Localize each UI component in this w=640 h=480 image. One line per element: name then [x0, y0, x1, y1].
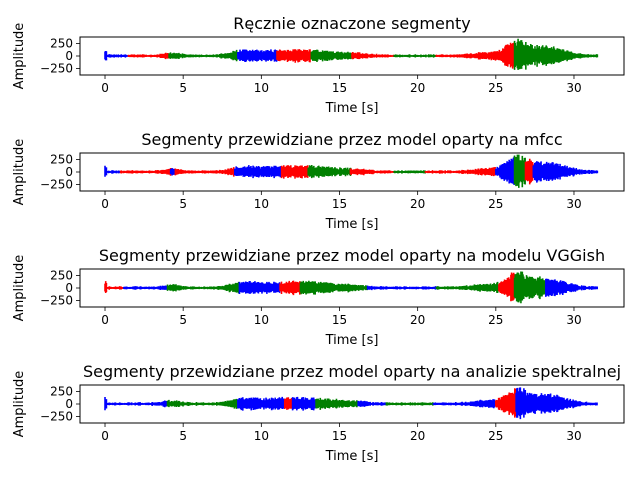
x-tick-label-0: 0 [101, 313, 109, 327]
segment-red-9 [496, 388, 516, 417]
x-tick-label-0: 0 [101, 197, 109, 211]
x-tick-label-0: 0 [101, 81, 109, 95]
x-tick-label-1: 5 [179, 429, 187, 443]
chart-title: Segmenty przewidziane przez model oparty… [99, 246, 605, 265]
y-tick-label-2: 250 [50, 37, 73, 51]
x-tick-label-2: 10 [254, 429, 269, 443]
waveform [105, 387, 597, 419]
chart-title: Segmenty przewidziane przez model oparty… [141, 130, 562, 149]
x-tick-label-4: 20 [410, 197, 425, 211]
y-axis-label: Amplitude [12, 23, 27, 90]
x-tick-label-1: 5 [179, 313, 187, 327]
segment-blue-10 [516, 387, 597, 419]
segment-blue-10 [496, 157, 514, 185]
tick-marks: 0 5 10 15 20 25 30−2500250 [40, 269, 582, 328]
x-tick-label-4: 20 [410, 81, 425, 95]
waveform [105, 272, 597, 304]
waveform [105, 155, 597, 188]
x-tick-label-5: 25 [488, 313, 503, 327]
x-tick-label-2: 10 [254, 197, 269, 211]
tick-marks: 0 5 10 15 20 25 30−2500250 [40, 37, 582, 96]
x-tick-label-5: 25 [488, 429, 503, 443]
subplot-4: 0 5 10 15 20 25 30−2500250 Segmenty przewidzia… [12, 362, 624, 464]
y-tick-label-0: −250 [40, 294, 73, 308]
x-tick-label-6: 30 [566, 313, 581, 327]
x-tick-label-3: 15 [332, 197, 347, 211]
y-axis-label: Amplitude [12, 371, 27, 438]
segment-red-0 [105, 281, 123, 293]
y-tick-label-0: −250 [40, 410, 73, 424]
tick-marks: 0 5 10 15 20 25 30−2500250 [40, 153, 582, 212]
y-tick-label-1: 0 [65, 165, 73, 179]
tick-marks: 0 5 10 15 20 25 30−2500250 [40, 385, 582, 444]
x-tick-label-4: 20 [410, 313, 425, 327]
x-tick-label-5: 25 [488, 81, 503, 95]
subplot-1: 0 5 10 15 20 25 30−2500250 Ręcznie oznaczone s… [12, 14, 624, 116]
y-tick-label-2: 250 [50, 269, 73, 283]
x-tick-label-2: 10 [254, 313, 269, 327]
x-tick-label-2: 10 [254, 81, 269, 95]
y-axis-label: Amplitude [12, 255, 27, 322]
y-tick-label-0: −250 [40, 178, 73, 192]
y-axis-label: Amplitude [12, 139, 27, 206]
segment-blue-0 [105, 166, 120, 177]
x-axis-label: Time [s] [325, 449, 379, 464]
x-tick-label-0: 0 [101, 429, 109, 443]
y-tick-label-1: 0 [65, 281, 73, 295]
x-axis-label: Time [s] [325, 217, 379, 232]
x-tick-label-4: 20 [410, 429, 425, 443]
x-axis-label: Time [s] [325, 333, 379, 348]
chart-title: Ręcznie oznaczone segmenty [233, 14, 471, 33]
y-tick-label-0: −250 [40, 62, 73, 76]
x-tick-label-1: 5 [179, 81, 187, 95]
y-tick-label-2: 250 [50, 153, 73, 167]
subplot-3: 0 5 10 15 20 25 30−2500250 Segmenty przewidzia… [12, 246, 624, 348]
chart-title: Segmenty przewidziane przez model oparty… [83, 362, 621, 381]
x-axis-label: Time [s] [325, 101, 379, 116]
y-tick-label-1: 0 [65, 397, 73, 411]
segment-green-10 [515, 39, 547, 70]
y-tick-label-1: 0 [65, 49, 73, 63]
x-tick-label-3: 15 [332, 81, 347, 95]
segment-green-11 [515, 155, 526, 188]
segment-red-8 [499, 273, 514, 302]
x-tick-label-1: 5 [179, 197, 187, 211]
x-tick-label-6: 30 [566, 81, 581, 95]
subplot-2: 0 5 10 15 20 25 30−2500250 Segmenty przewidzia… [12, 130, 624, 232]
x-tick-label-6: 30 [566, 197, 581, 211]
x-tick-label-6: 30 [566, 429, 581, 443]
waveform [105, 39, 597, 70]
x-tick-label-5: 25 [488, 197, 503, 211]
x-tick-label-3: 15 [332, 313, 347, 327]
x-tick-label-3: 15 [332, 429, 347, 443]
y-tick-label-2: 250 [50, 385, 73, 399]
